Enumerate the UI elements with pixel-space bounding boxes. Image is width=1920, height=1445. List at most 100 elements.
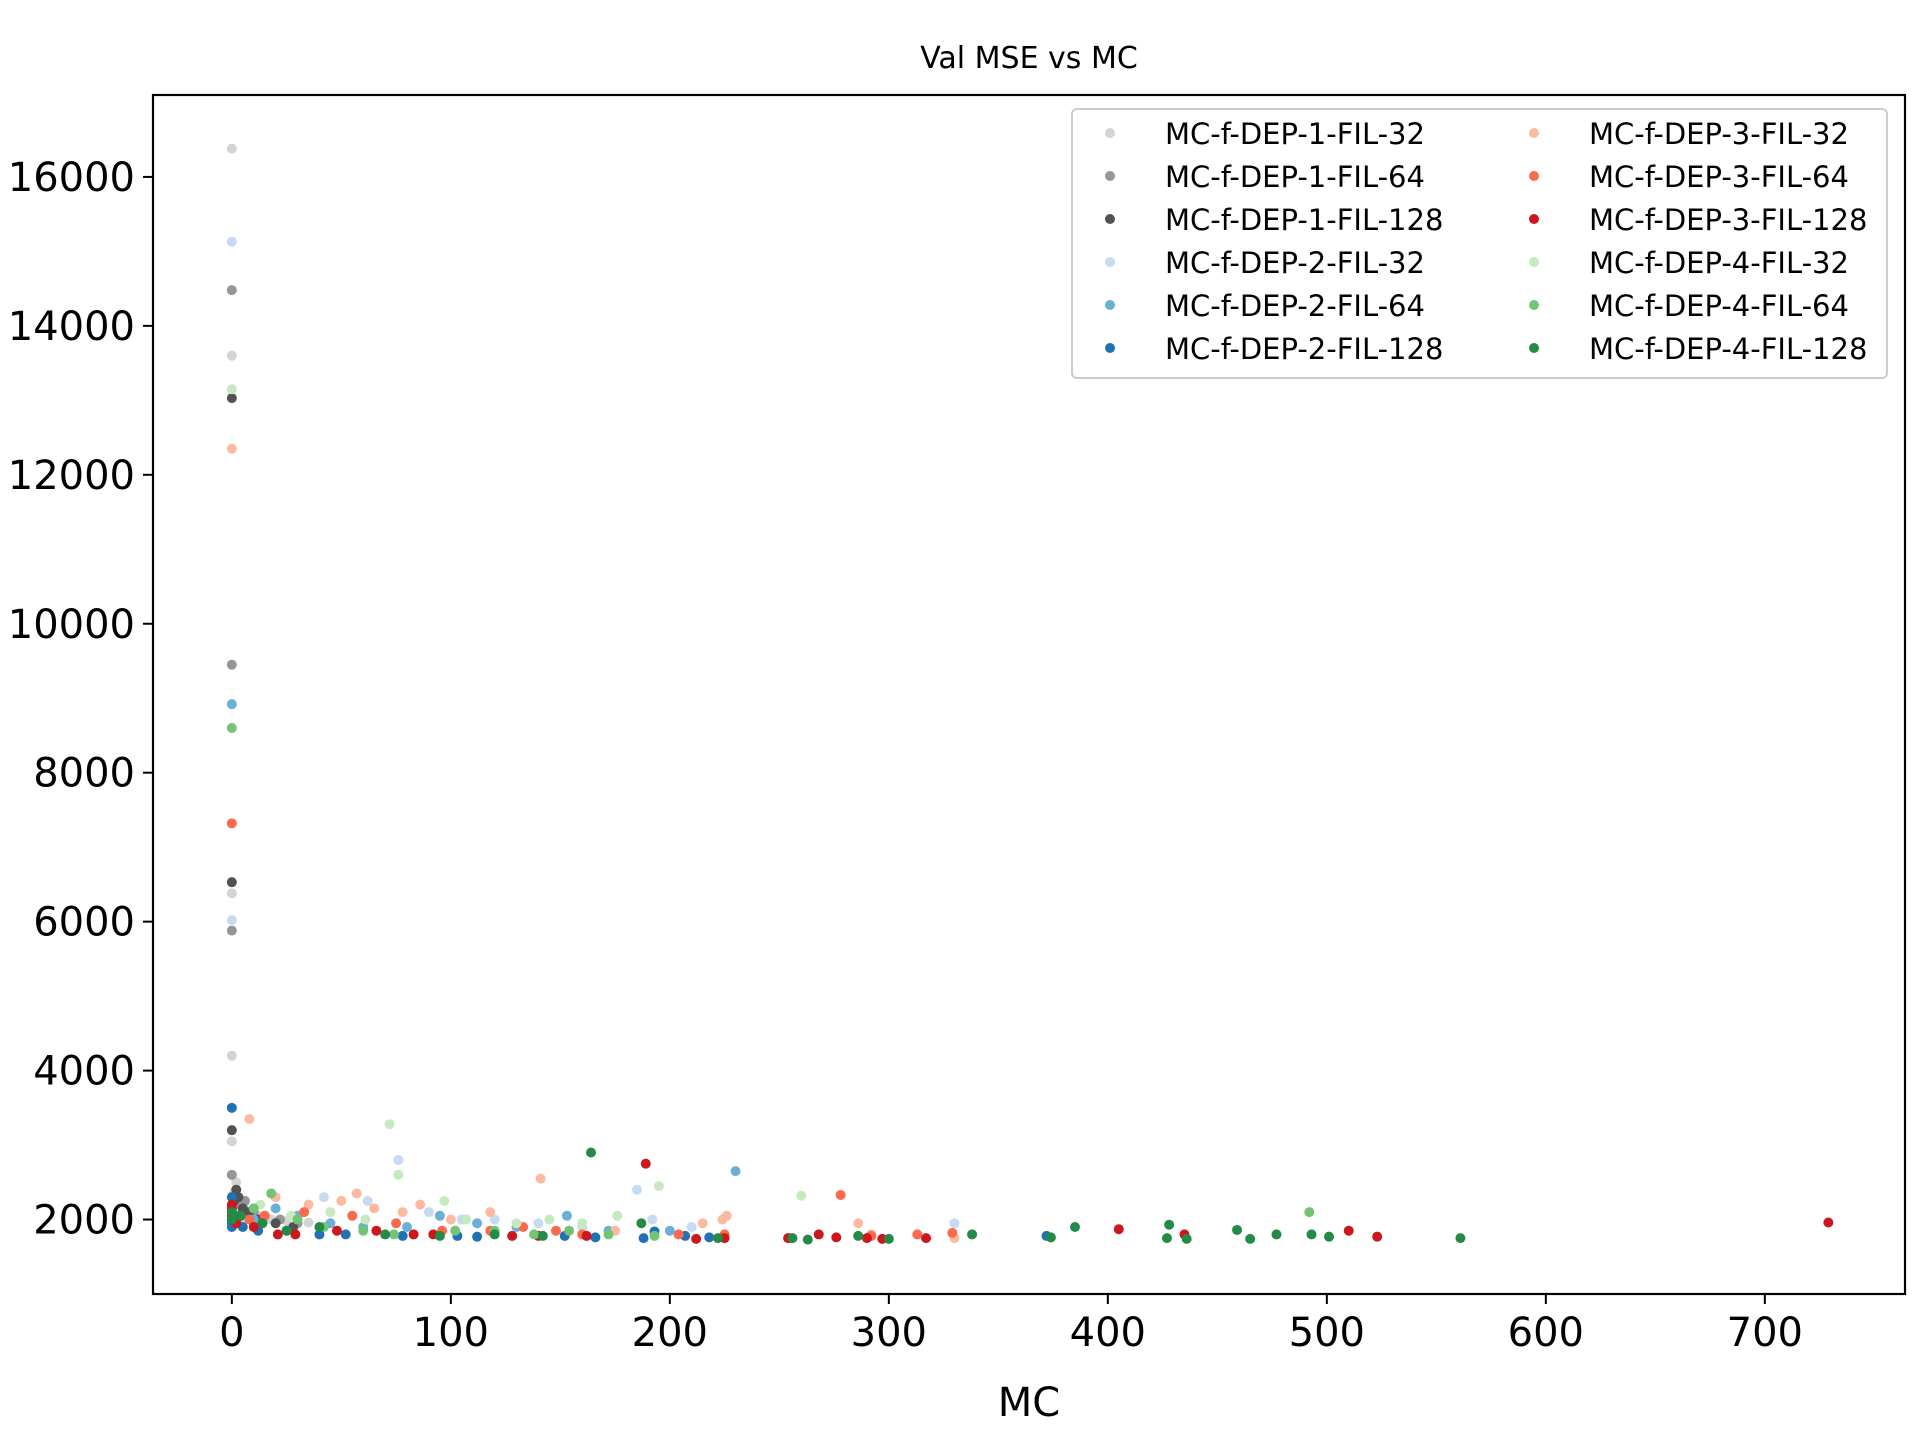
data-point (686, 1221, 697, 1232)
legend-box (1071, 108, 1888, 379)
series-8 (226, 818, 958, 1241)
data-point (835, 1189, 846, 1200)
data-point (226, 925, 237, 936)
data-point (653, 1181, 664, 1192)
data-point (226, 1136, 237, 1147)
data-point (248, 1203, 259, 1214)
data-point (226, 443, 237, 454)
data-point (347, 1210, 358, 1221)
data-point (861, 1233, 872, 1244)
data-point (281, 1225, 292, 1236)
data-point (369, 1203, 380, 1214)
legend: MC-f-DEP-1-FIL-32 MC-f-DEP-1-FIL-64 MC-f-D… (1071, 108, 1888, 379)
data-point (226, 285, 237, 296)
y-tick-label: 10000 (8, 602, 135, 648)
y-tick-label: 14000 (8, 304, 135, 350)
data-point (248, 1221, 259, 1232)
data-point (362, 1195, 373, 1206)
data-point (226, 1214, 237, 1225)
data-point (1372, 1231, 1383, 1242)
data-point (647, 1214, 658, 1225)
data-point (636, 1218, 647, 1229)
data-point (244, 1214, 255, 1225)
data-point (318, 1192, 329, 1203)
data-point (331, 1225, 342, 1236)
data-point (439, 1195, 450, 1206)
data-point (314, 1221, 325, 1232)
x-tick-label: 600 (1508, 1310, 1584, 1356)
legend-marker (1529, 171, 1539, 181)
data-point (1823, 1217, 1834, 1228)
data-point (461, 1214, 472, 1225)
data-point (1113, 1224, 1124, 1235)
data-point (1181, 1233, 1192, 1244)
y-axis: 2000 4000 6000 8000 10000 12000 14000 16000 (8, 155, 153, 1244)
data-point (226, 915, 237, 926)
data-point (577, 1218, 588, 1229)
plot-frame (151, 93, 1907, 1296)
data-point (266, 1188, 277, 1199)
chart-title: Val MSE vs MC (920, 41, 1138, 76)
legend-marker (1529, 300, 1539, 310)
data-point (649, 1230, 660, 1241)
x-axis: 0 100 200 300 400 500 600 700 (219, 1294, 1803, 1356)
data-point (402, 1221, 413, 1232)
series-2 (226, 285, 303, 1229)
data-point (270, 1203, 281, 1214)
data-point (1164, 1219, 1175, 1230)
x-tick-label: 0 (219, 1310, 244, 1356)
data-point (691, 1233, 702, 1244)
data-point (244, 1113, 255, 1124)
data-point (235, 1210, 246, 1221)
data-point (358, 1225, 369, 1236)
data-point (921, 1233, 932, 1244)
series-7 (226, 443, 960, 1244)
data-point (226, 699, 237, 710)
legend-marker (1105, 128, 1115, 138)
data-point (507, 1230, 518, 1241)
y-tick-label: 16000 (8, 155, 135, 201)
data-point (360, 1214, 371, 1225)
data-point (434, 1210, 445, 1221)
data-point (883, 1233, 894, 1244)
data-point (226, 1102, 237, 1113)
data-point (1343, 1225, 1354, 1236)
data-point (336, 1195, 347, 1206)
data-point (340, 1229, 351, 1240)
data-point (673, 1229, 684, 1240)
data-point (1045, 1232, 1056, 1243)
series-9 (226, 1158, 1834, 1244)
legend-label: MC-f-DEP-1-FIL-32 (1165, 117, 1425, 151)
data-point (231, 1177, 242, 1188)
data-point (1455, 1233, 1466, 1244)
data-point (380, 1229, 391, 1240)
data-point (586, 1147, 596, 1158)
data-point (535, 1173, 546, 1184)
y-tick-label: 6000 (33, 900, 135, 946)
data-point (1161, 1233, 1172, 1244)
data-point (529, 1229, 540, 1240)
data-point (704, 1232, 715, 1243)
data-point (1232, 1224, 1243, 1235)
data-point (581, 1230, 592, 1241)
data-point (1271, 1229, 1282, 1240)
data-point (384, 1119, 395, 1130)
data-point (226, 888, 237, 899)
data-point (314, 1229, 325, 1240)
data-point (489, 1214, 500, 1225)
y-tick-label: 2000 (33, 1198, 135, 1244)
data-point (450, 1225, 461, 1236)
legend-label: MC-f-DEP-2-FIL-64 (1165, 289, 1425, 323)
data-point (371, 1225, 382, 1236)
data-point (631, 1184, 642, 1195)
data-point (537, 1230, 548, 1241)
data-point (226, 877, 237, 888)
data-point (226, 723, 237, 734)
y-tick-label: 12000 (8, 453, 135, 499)
data-point (603, 1229, 614, 1240)
x-tick-label: 200 (632, 1310, 708, 1356)
data-point (713, 1233, 724, 1244)
legend-marker (1105, 343, 1115, 353)
data-point (299, 1207, 310, 1218)
